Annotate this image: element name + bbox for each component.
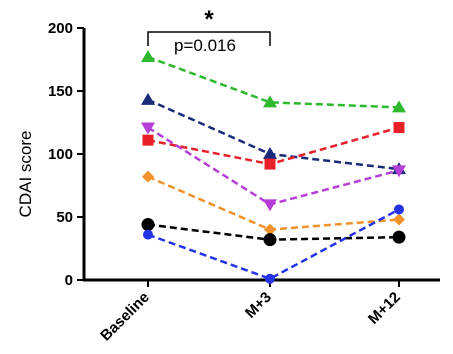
series-layer — [141, 49, 406, 284]
x-category-label: Baseline — [97, 289, 153, 345]
data-point — [264, 223, 276, 236]
y-tick-label: 150 — [48, 83, 73, 100]
y-tick-label: 0 — [65, 272, 73, 289]
x-ticks: Baseline M+3 M+12 — [97, 280, 404, 344]
data-point — [265, 273, 275, 284]
y-tick-label: 50 — [56, 209, 73, 226]
data-point — [141, 122, 155, 135]
data-point — [143, 229, 153, 240]
y-tick-label: 100 — [48, 146, 73, 163]
data-point — [141, 218, 155, 232]
series — [141, 122, 406, 212]
data-point — [393, 122, 405, 134]
data-point — [263, 147, 277, 159]
x-category-label: M+12 — [365, 289, 404, 328]
data-point — [393, 213, 405, 226]
data-point — [142, 134, 154, 146]
series — [142, 170, 405, 236]
y-axis-label: CDAI score — [16, 131, 35, 218]
data-point — [264, 158, 276, 170]
significance-star: * — [204, 6, 214, 33]
series — [141, 218, 406, 247]
axes — [82, 28, 440, 282]
data-point — [263, 95, 277, 108]
data-point — [141, 49, 155, 62]
series — [142, 122, 405, 170]
data-point — [392, 100, 406, 113]
significance-annotation: * p=0.016 — [147, 6, 271, 55]
data-point — [142, 170, 154, 183]
x-category-label: M+3 — [242, 289, 275, 322]
y-tick-label: 200 — [48, 20, 73, 37]
data-point — [141, 92, 155, 105]
data-point — [263, 199, 277, 212]
series — [141, 49, 406, 113]
data-point — [392, 230, 406, 244]
data-point — [394, 204, 404, 215]
significance-bracket — [147, 31, 271, 46]
series — [143, 204, 404, 284]
data-point — [263, 233, 277, 247]
p-value-label: p=0.016 — [174, 36, 236, 55]
series-line — [147, 55, 400, 109]
y-ticks: 0 50 100 150 200 — [48, 20, 84, 289]
data-point — [392, 165, 406, 178]
